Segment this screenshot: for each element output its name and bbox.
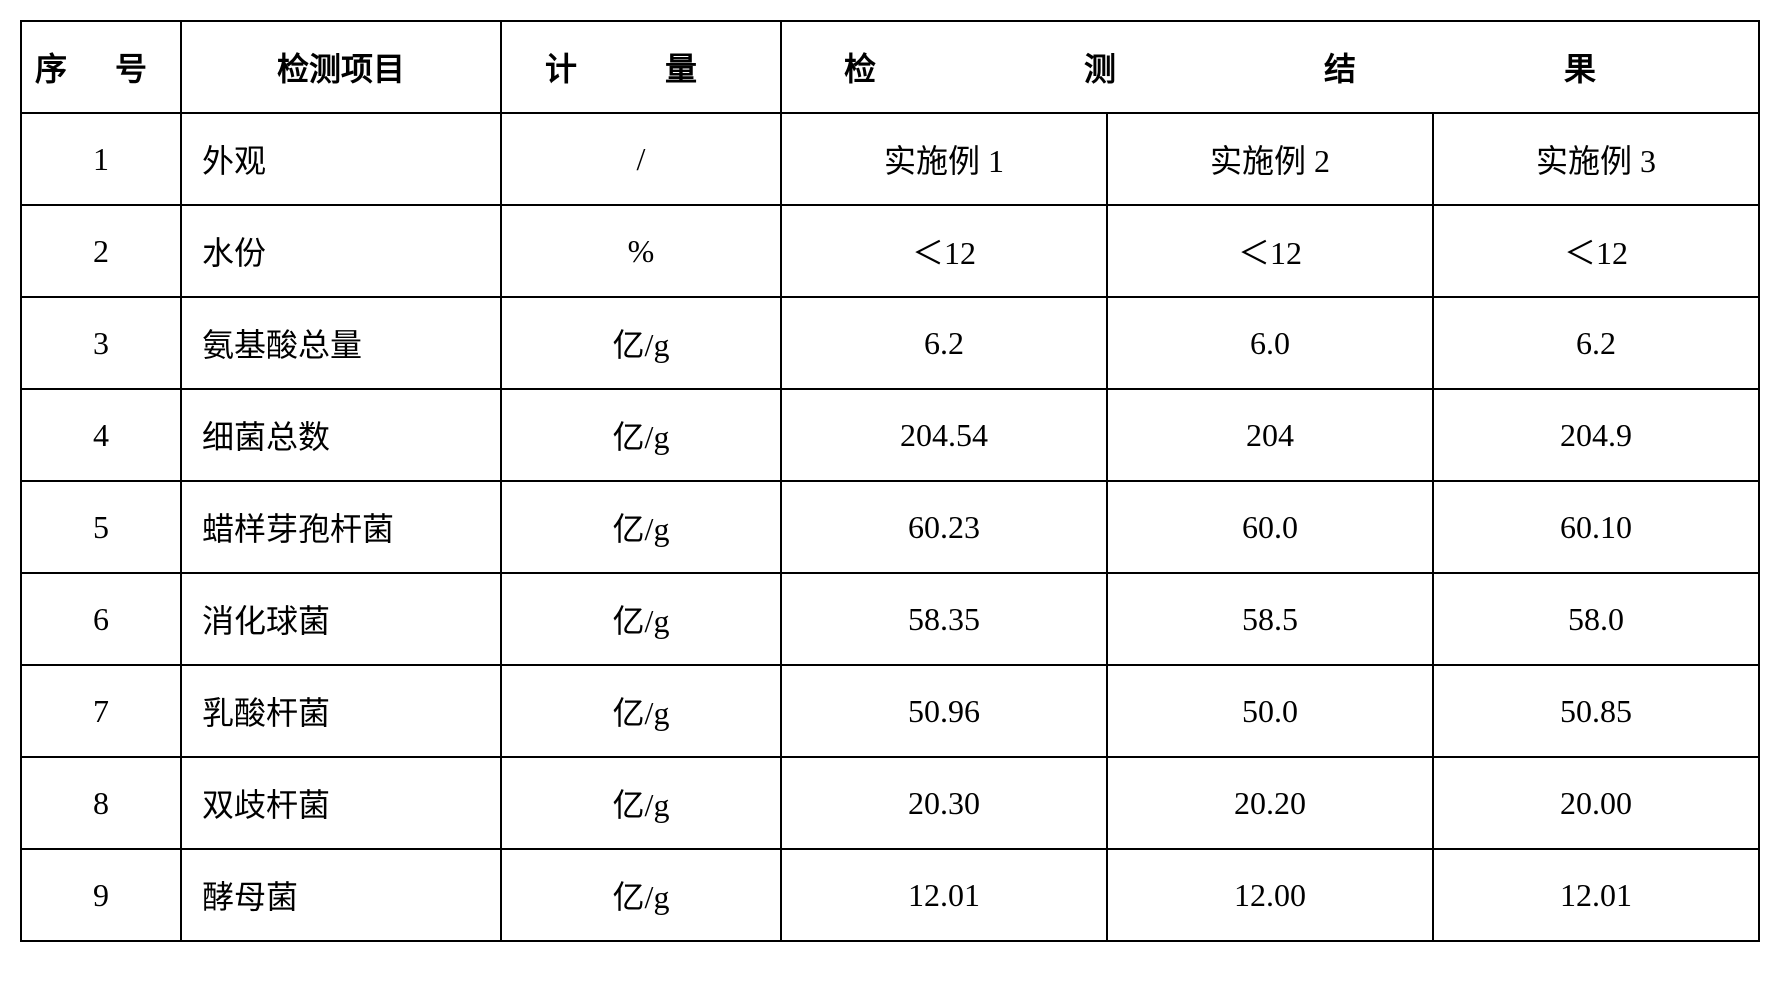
table-row: 2 水份 % ＜12 ＜12 ＜12	[21, 205, 1759, 297]
cell-result-1: 6.2	[781, 297, 1107, 389]
cell-item: 水份	[181, 205, 501, 297]
cell-item: 外观	[181, 113, 501, 205]
cell-result-2: 实施例 2	[1107, 113, 1433, 205]
cell-seq: 3	[21, 297, 181, 389]
cell-result-3: 58.0	[1433, 573, 1759, 665]
cell-item: 氨基酸总量	[181, 297, 501, 389]
cell-result-3: 12.01	[1433, 849, 1759, 941]
cell-result-1: 204.54	[781, 389, 1107, 481]
table-row: 3 氨基酸总量 亿/g 6.2 6.0 6.2	[21, 297, 1759, 389]
cell-result-1: 12.01	[781, 849, 1107, 941]
header-measure: 计 量	[501, 21, 781, 113]
cell-result-3: 实施例 3	[1433, 113, 1759, 205]
cell-seq: 1	[21, 113, 181, 205]
cell-result-3: 50.85	[1433, 665, 1759, 757]
cell-result-1: 20.30	[781, 757, 1107, 849]
cell-result-3: ＜12	[1433, 205, 1759, 297]
cell-item: 蜡样芽孢杆菌	[181, 481, 501, 573]
test-results-table: 序 号 检测项目 计 量 检 测 结 果 1 外观 / 实施例 1 实施例 2 …	[20, 20, 1760, 942]
cell-result-3: 20.00	[1433, 757, 1759, 849]
table-header-row: 序 号 检测项目 计 量 检 测 结 果	[21, 21, 1759, 113]
table-row: 4 细菌总数 亿/g 204.54 204 204.9	[21, 389, 1759, 481]
cell-result-3: 6.2	[1433, 297, 1759, 389]
cell-result-2: 6.0	[1107, 297, 1433, 389]
cell-result-1: 60.23	[781, 481, 1107, 573]
cell-item: 酵母菌	[181, 849, 501, 941]
header-results: 检 测 结 果	[781, 21, 1759, 113]
cell-measure: 亿/g	[501, 757, 781, 849]
cell-measure: 亿/g	[501, 481, 781, 573]
cell-seq: 7	[21, 665, 181, 757]
cell-measure: 亿/g	[501, 389, 781, 481]
cell-item: 消化球菌	[181, 573, 501, 665]
table-row: 1 外观 / 实施例 1 实施例 2 实施例 3	[21, 113, 1759, 205]
cell-item: 双歧杆菌	[181, 757, 501, 849]
cell-seq: 4	[21, 389, 181, 481]
cell-item: 细菌总数	[181, 389, 501, 481]
cell-result-3: 204.9	[1433, 389, 1759, 481]
table-row: 7 乳酸杆菌 亿/g 50.96 50.0 50.85	[21, 665, 1759, 757]
cell-result-1: ＜12	[781, 205, 1107, 297]
cell-measure: 亿/g	[501, 849, 781, 941]
cell-seq: 6	[21, 573, 181, 665]
cell-measure: 亿/g	[501, 297, 781, 389]
cell-result-1: 58.35	[781, 573, 1107, 665]
cell-result-2: 58.5	[1107, 573, 1433, 665]
table-row: 6 消化球菌 亿/g 58.35 58.5 58.0	[21, 573, 1759, 665]
cell-result-2: 60.0	[1107, 481, 1433, 573]
cell-result-2: ＜12	[1107, 205, 1433, 297]
cell-measure: 亿/g	[501, 573, 781, 665]
cell-seq: 2	[21, 205, 181, 297]
header-item: 检测项目	[181, 21, 501, 113]
cell-result-2: 204	[1107, 389, 1433, 481]
cell-seq: 5	[21, 481, 181, 573]
table-row: 5 蜡样芽孢杆菌 亿/g 60.23 60.0 60.10	[21, 481, 1759, 573]
cell-seq: 8	[21, 757, 181, 849]
cell-result-2: 50.0	[1107, 665, 1433, 757]
cell-result-2: 12.00	[1107, 849, 1433, 941]
cell-seq: 9	[21, 849, 181, 941]
table-row: 9 酵母菌 亿/g 12.01 12.00 12.01	[21, 849, 1759, 941]
cell-measure: 亿/g	[501, 665, 781, 757]
cell-measure: %	[501, 205, 781, 297]
cell-result-3: 60.10	[1433, 481, 1759, 573]
header-seq: 序 号	[21, 21, 181, 113]
cell-measure: /	[501, 113, 781, 205]
cell-result-2: 20.20	[1107, 757, 1433, 849]
cell-result-1: 50.96	[781, 665, 1107, 757]
table-row: 8 双歧杆菌 亿/g 20.30 20.20 20.00	[21, 757, 1759, 849]
cell-item: 乳酸杆菌	[181, 665, 501, 757]
cell-result-1: 实施例 1	[781, 113, 1107, 205]
